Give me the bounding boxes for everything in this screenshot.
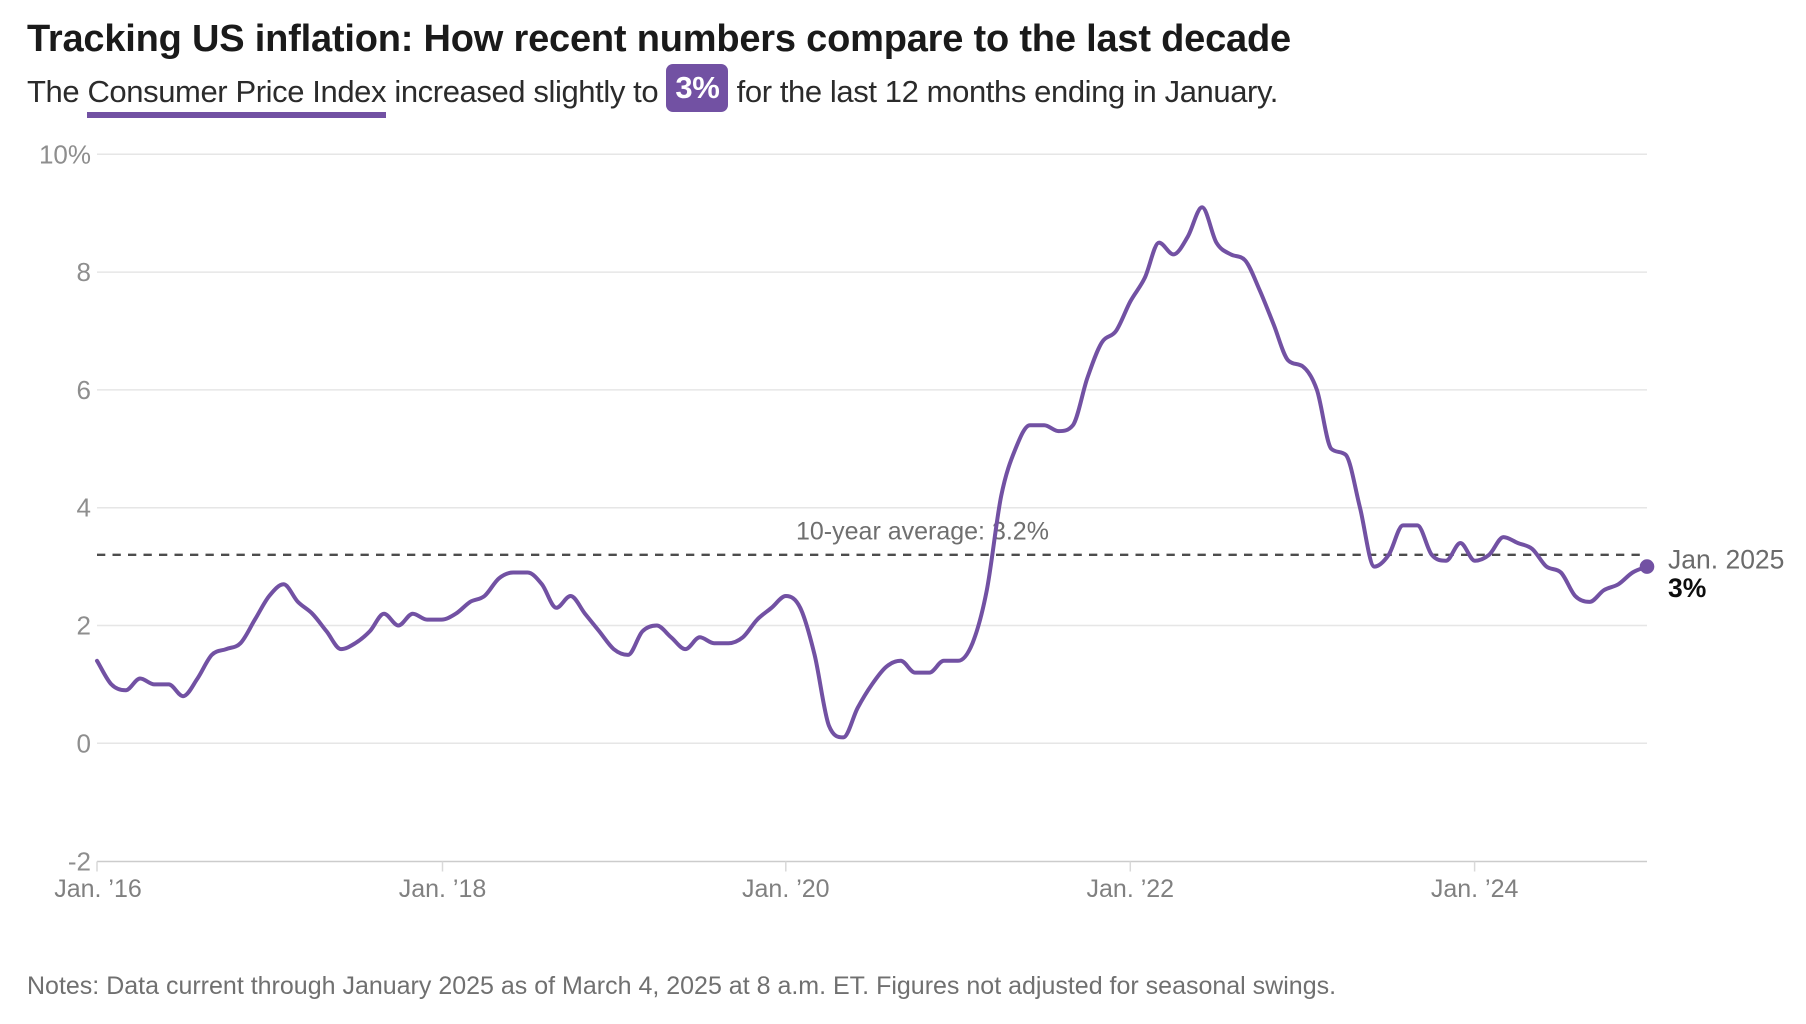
svg-text:Jan. ’24: Jan. ’24 — [1431, 875, 1519, 903]
svg-text:10%: 10% — [39, 139, 91, 169]
svg-text:Jan. ’18: Jan. ’18 — [399, 875, 487, 903]
svg-text:2: 2 — [77, 611, 91, 641]
svg-text:3%: 3% — [1668, 573, 1706, 603]
svg-text:Jan. ’22: Jan. ’22 — [1087, 875, 1175, 903]
svg-text:Jan. 2025: Jan. 2025 — [1668, 545, 1784, 575]
svg-text:6: 6 — [77, 375, 91, 405]
svg-text:4: 4 — [77, 493, 91, 523]
svg-text:10-year average: 3.2%: 10-year average: 3.2% — [796, 518, 1049, 546]
svg-text:8: 8 — [77, 257, 91, 287]
svg-text:Jan. ’20: Jan. ’20 — [742, 875, 830, 903]
svg-text:0: 0 — [77, 728, 91, 758]
svg-text:-2: -2 — [68, 847, 91, 877]
svg-text:Jan. ’16: Jan. ’16 — [54, 875, 142, 903]
